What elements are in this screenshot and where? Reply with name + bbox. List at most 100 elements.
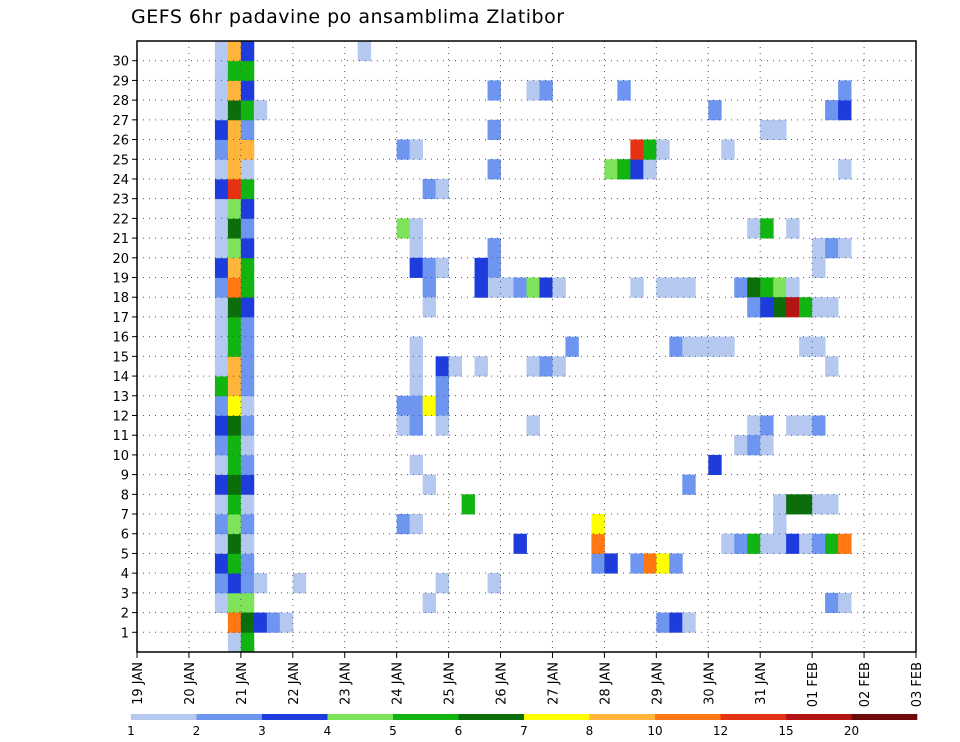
legend-label: 12 bbox=[713, 724, 728, 738]
y-tick-label: 2 bbox=[121, 607, 129, 622]
x-tick-label: 24 JAN bbox=[391, 662, 406, 705]
heatmap-cell bbox=[513, 533, 527, 554]
heatmap-cell bbox=[240, 60, 255, 81]
heatmap-cell bbox=[396, 514, 411, 535]
legend-label: 3 bbox=[258, 724, 266, 738]
heatmap-cell bbox=[656, 612, 670, 633]
legend-swatch bbox=[458, 714, 525, 720]
heatmap-cell bbox=[474, 356, 488, 377]
heatmap-cell bbox=[240, 277, 255, 298]
heatmap-cell bbox=[227, 257, 242, 278]
legend-label: 6 bbox=[455, 724, 463, 738]
heatmap-cell bbox=[409, 336, 424, 357]
heatmap-cell bbox=[838, 533, 852, 554]
heatmap-cell bbox=[838, 100, 852, 121]
heatmap-cell bbox=[214, 80, 229, 101]
heatmap-cell bbox=[240, 356, 255, 377]
heatmap-cell bbox=[396, 395, 411, 416]
heatmap-cell bbox=[734, 435, 748, 456]
y-tick-label: 24 bbox=[112, 173, 129, 188]
heatmap-cell bbox=[409, 376, 424, 397]
heatmap-cell bbox=[214, 60, 229, 81]
heatmap-cell bbox=[240, 454, 255, 476]
heatmap-cell bbox=[422, 592, 437, 613]
heatmap-cell bbox=[227, 514, 242, 535]
heatmap-cell bbox=[799, 533, 813, 554]
heatmap-cell bbox=[227, 80, 242, 101]
heatmap-cell bbox=[240, 336, 255, 357]
heatmap-cell bbox=[214, 198, 229, 219]
heatmap-cell bbox=[643, 159, 657, 180]
heatmap-cell bbox=[435, 573, 449, 594]
heatmap-cell bbox=[435, 376, 449, 397]
x-tick-label: 20 JAN bbox=[183, 662, 198, 705]
heatmap-cell bbox=[708, 336, 722, 357]
y-tick-label: 16 bbox=[112, 331, 129, 346]
x-tick-label: 21 JAN bbox=[235, 662, 250, 705]
legend-label: 10 bbox=[647, 724, 662, 738]
heatmap-cell bbox=[461, 494, 475, 515]
x-tick-label: 02 FEB bbox=[858, 662, 873, 707]
y-tick-label: 13 bbox=[112, 390, 129, 405]
y-tick-label: 25 bbox=[112, 153, 129, 168]
heatmap-cell bbox=[227, 612, 242, 633]
y-tick-label: 26 bbox=[112, 134, 129, 149]
heatmap-cell bbox=[760, 297, 774, 318]
y-tick-label: 12 bbox=[112, 409, 129, 424]
y-tick-label: 18 bbox=[112, 291, 129, 306]
legend-label: 5 bbox=[389, 724, 397, 738]
heatmap-cell bbox=[474, 277, 488, 298]
x-tick-label: 01 FEB bbox=[806, 662, 821, 707]
heatmap-cell bbox=[812, 533, 826, 554]
heatmap-cell bbox=[604, 159, 618, 180]
heatmap-cell bbox=[734, 277, 748, 298]
heatmap-cell bbox=[487, 573, 501, 594]
heatmap-cell bbox=[214, 336, 229, 357]
legend-label: 20 bbox=[844, 724, 859, 738]
heatmap-cell bbox=[786, 533, 800, 554]
heatmap-cell bbox=[214, 415, 229, 436]
y-tick-label: 9 bbox=[121, 469, 129, 484]
heatmap-cell bbox=[240, 316, 255, 338]
heatmap-cell bbox=[682, 277, 696, 298]
heatmap-cell bbox=[422, 277, 437, 298]
heatmap-cell bbox=[773, 514, 787, 535]
heatmap-cell bbox=[214, 238, 229, 259]
heatmap-cell bbox=[227, 218, 242, 239]
heatmap-cell bbox=[240, 41, 255, 62]
heatmap-cell bbox=[682, 336, 696, 357]
x-tick-label: 31 JAN bbox=[754, 662, 769, 705]
heatmap-cell bbox=[786, 415, 800, 436]
heatmap-cell bbox=[240, 435, 255, 456]
heatmap-cell bbox=[227, 573, 242, 594]
legend-label: 2 bbox=[193, 724, 201, 738]
heatmap-cell bbox=[565, 336, 579, 357]
heatmap-cell bbox=[539, 80, 553, 101]
heatmap-cell bbox=[214, 395, 229, 416]
heatmap-cell bbox=[240, 119, 255, 140]
heatmap-cell bbox=[214, 592, 229, 613]
legend-swatch bbox=[131, 714, 197, 720]
y-tick-label: 29 bbox=[112, 74, 129, 89]
heatmap-cell bbox=[240, 553, 255, 574]
heatmap-cell bbox=[838, 159, 852, 180]
heatmap-cell bbox=[435, 395, 449, 416]
legend-swatch bbox=[589, 714, 656, 720]
y-tick-label: 7 bbox=[121, 508, 129, 523]
heatmap-cell bbox=[422, 474, 437, 495]
heatmap-cell bbox=[435, 257, 449, 278]
heatmap-cell bbox=[227, 297, 242, 318]
heatmap-cell bbox=[747, 533, 761, 554]
heatmap-cell bbox=[214, 218, 229, 239]
x-tick-label: 23 JAN bbox=[339, 662, 354, 705]
heatmap-cell bbox=[227, 395, 242, 416]
heatmap-cell bbox=[825, 494, 839, 515]
heatmap-cell bbox=[760, 218, 774, 239]
heatmap-cell bbox=[474, 257, 488, 278]
heatmap-cell bbox=[292, 573, 307, 594]
heatmap-cell bbox=[773, 494, 787, 515]
heatmap-cell bbox=[396, 415, 411, 436]
plot-frame bbox=[136, 40, 917, 653]
heatmap-cell bbox=[539, 356, 553, 377]
heatmap-cell bbox=[630, 277, 644, 298]
